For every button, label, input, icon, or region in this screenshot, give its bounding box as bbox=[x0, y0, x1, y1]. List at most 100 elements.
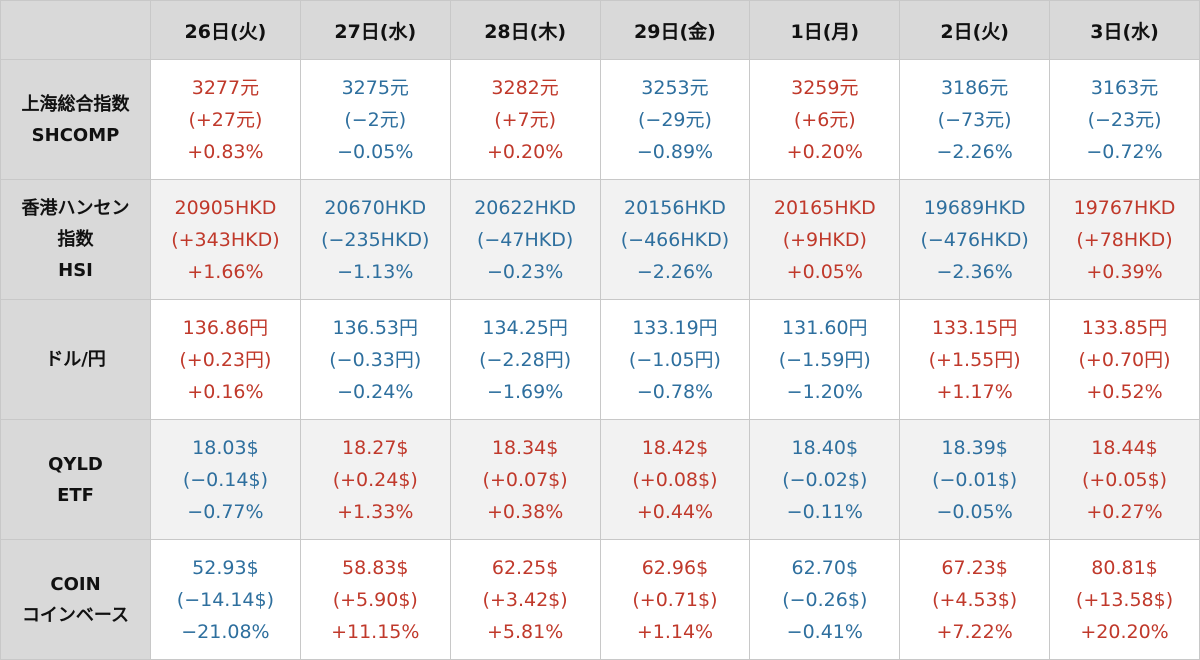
value-cell: 20670HKD (−235HKD) −1.13% bbox=[299, 179, 451, 300]
change-percent: +0.39% bbox=[1086, 260, 1163, 283]
change-percent: +1.14% bbox=[636, 620, 714, 643]
price-value: 3277元 bbox=[191, 76, 260, 99]
price-value: 3275元 bbox=[341, 76, 409, 99]
value-cell: 18.27$ (+0.24$) +1.33% bbox=[299, 419, 451, 540]
price-value: 18.39$ bbox=[941, 436, 1008, 459]
change-amount: (+343HKD) bbox=[171, 228, 280, 251]
row-label: ドル/円 bbox=[0, 299, 151, 420]
price-value: 3163元 bbox=[1090, 76, 1159, 99]
price-value: 67.23$ bbox=[941, 556, 1008, 579]
row-label-line: QYLD bbox=[48, 453, 103, 475]
row-label-line: ドル/円 bbox=[45, 349, 106, 370]
price-value: 52.93$ bbox=[192, 556, 259, 579]
change-amount: (+3.42$) bbox=[482, 588, 568, 611]
change-percent: +11.15% bbox=[331, 620, 420, 643]
change-amount: (−0.01$) bbox=[932, 468, 1018, 491]
change-amount: (−466HKD) bbox=[620, 228, 730, 251]
change-percent: +20.20% bbox=[1080, 620, 1169, 643]
row-label-line: 香港ハンセン bbox=[21, 198, 130, 219]
change-amount: (−1.59円) bbox=[778, 348, 871, 371]
value-cell: 18.44$ (+0.05$) +0.27% bbox=[1049, 419, 1200, 540]
price-value: 3282元 bbox=[491, 76, 559, 99]
table-body: 上海総合指数 SHCOMP 3277元 (+27元) +0.83% 3275元 (−2元) −… bbox=[0, 59, 1200, 660]
change-amount: (+0.70円) bbox=[1078, 348, 1171, 371]
corner-cell bbox=[0, 0, 151, 60]
row-label-line: 上海総合指数 bbox=[21, 93, 130, 115]
value-cell: 134.25円 (−2.28円) −1.69% bbox=[449, 299, 601, 420]
price-value: 131.60円 bbox=[782, 316, 868, 339]
change-percent: +5.81% bbox=[486, 620, 564, 643]
table-row: QYLD ETF 18.03$ (−0.14$) −0.77% 18.27$ (+0.24$… bbox=[0, 419, 1200, 540]
change-percent: −0.05% bbox=[337, 140, 414, 163]
change-amount: (−0.02$) bbox=[782, 468, 868, 491]
value-cell: 3275元 (−2元) −0.05% bbox=[299, 59, 451, 180]
row-label-line: COIN bbox=[50, 573, 101, 595]
value-cell: 3253元 (−29元) −0.89% bbox=[599, 59, 751, 180]
table-row: COIN コインベース 52.93$ (−14.14$) −21.08% 58.83$ (+… bbox=[0, 539, 1200, 660]
price-value: 136.86円 bbox=[182, 316, 269, 339]
change-percent: −0.72% bbox=[1086, 140, 1163, 163]
change-amount: (+0.08$) bbox=[632, 468, 718, 491]
change-percent: −0.78% bbox=[636, 380, 714, 403]
change-percent: −0.11% bbox=[786, 500, 863, 523]
change-percent: −2.26% bbox=[936, 140, 1013, 163]
price-value: 18.27$ bbox=[342, 436, 409, 459]
change-amount: (−14.14$) bbox=[176, 588, 275, 611]
value-cell: 3163元 (−23元) −0.72% bbox=[1049, 59, 1200, 180]
price-value: 18.44$ bbox=[1091, 436, 1158, 459]
change-percent: +0.27% bbox=[1086, 500, 1163, 523]
change-percent: +1.33% bbox=[337, 500, 414, 523]
change-percent: −1.20% bbox=[786, 380, 863, 403]
row-label: COIN コインベース bbox=[0, 539, 151, 660]
price-value: 133.85円 bbox=[1081, 316, 1168, 339]
price-value: 58.83$ bbox=[342, 556, 409, 579]
value-cell: 136.86円 (+0.23円) +0.16% bbox=[150, 299, 301, 420]
change-percent: +0.44% bbox=[636, 500, 714, 523]
date-header: 27日(水) bbox=[299, 0, 451, 60]
change-percent: +7.22% bbox=[936, 620, 1013, 643]
price-value: 20905HKD bbox=[174, 196, 277, 219]
value-cell: 20622HKD (−47HKD) −0.23% bbox=[449, 179, 601, 300]
change-percent: +0.20% bbox=[486, 140, 564, 163]
value-cell: 133.15円 (+1.55円) +1.17% bbox=[899, 299, 1051, 420]
change-percent: −2.36% bbox=[936, 260, 1013, 283]
row-label-line: HSI bbox=[58, 260, 93, 281]
change-amount: (+13.58$) bbox=[1075, 588, 1174, 611]
change-percent: −0.23% bbox=[486, 260, 564, 283]
change-amount: (+0.24$) bbox=[332, 468, 418, 491]
price-value: 3253元 bbox=[641, 76, 709, 99]
change-amount: (+4.53$) bbox=[932, 588, 1018, 611]
change-percent: +0.38% bbox=[486, 500, 564, 523]
row-label-line: SHCOMP bbox=[31, 124, 120, 146]
change-percent: +0.52% bbox=[1086, 380, 1163, 403]
date-header: 26日(火) bbox=[150, 0, 301, 60]
change-percent: −0.89% bbox=[636, 140, 714, 163]
table-row: 上海総合指数 SHCOMP 3277元 (+27元) +0.83% 3275元 (−2元) −… bbox=[0, 59, 1200, 180]
change-amount: (−47HKD) bbox=[476, 228, 574, 251]
value-cell: 19767HKD (+78HKD) +0.39% bbox=[1049, 179, 1200, 300]
row-label-line: 指数 bbox=[57, 229, 94, 250]
price-value: 20165HKD bbox=[773, 196, 876, 219]
value-cell: 3282元 (+7元) +0.20% bbox=[449, 59, 601, 180]
value-cell: 133.85円 (+0.70円) +0.52% bbox=[1049, 299, 1200, 420]
change-amount: (−2元) bbox=[344, 108, 407, 131]
row-label: QYLD ETF bbox=[0, 419, 151, 540]
change-amount: (+7元) bbox=[494, 108, 557, 131]
value-cell: 62.96$ (+0.71$) +1.14% bbox=[599, 539, 751, 660]
change-percent: +1.66% bbox=[187, 260, 264, 283]
value-cell: 80.81$ (+13.58$) +20.20% bbox=[1049, 539, 1200, 660]
price-value: 18.34$ bbox=[491, 436, 559, 459]
date-header: 3日(水) bbox=[1049, 0, 1200, 60]
change-percent: −21.08% bbox=[181, 620, 270, 643]
value-cell: 20905HKD (+343HKD) +1.66% bbox=[150, 179, 301, 300]
change-percent: −0.77% bbox=[187, 500, 264, 523]
value-cell: 20156HKD (−466HKD) −2.26% bbox=[599, 179, 751, 300]
price-value: 19767HKD bbox=[1073, 196, 1176, 219]
value-cell: 62.70$ (−0.26$) −0.41% bbox=[749, 539, 901, 660]
value-cell: 131.60円 (−1.59円) −1.20% bbox=[749, 299, 901, 420]
change-percent: +0.83% bbox=[187, 140, 264, 163]
change-amount: (−2.28円) bbox=[479, 348, 572, 371]
price-value: 20670HKD bbox=[324, 196, 427, 219]
change-percent: −0.05% bbox=[936, 500, 1013, 523]
price-value: 18.03$ bbox=[192, 436, 259, 459]
